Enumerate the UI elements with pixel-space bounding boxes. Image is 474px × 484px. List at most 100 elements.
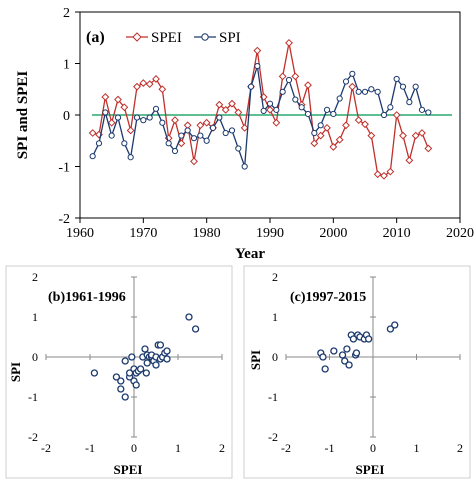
scatter-point-c (341, 357, 349, 365)
scatter-point-b (117, 385, 125, 393)
spei-point (335, 135, 344, 144)
axes-a: 1960 1970 1980 1990 2000 2010 2020 -2 -1 0 1 2 (58, 6, 474, 241)
scatter-point-c (349, 335, 358, 343)
spi-point (146, 114, 153, 121)
spi-point (304, 110, 312, 118)
spei-point (405, 156, 414, 165)
spi-point (374, 88, 381, 95)
scatter-panel-c: -2 -1 0 1 2 -2 -1 0 1 2 (c)1997-2015 SPEI SPI (243, 265, 471, 479)
x-tick-label-a: 1990 (256, 226, 284, 241)
spi-point (393, 75, 400, 83)
spi-point (406, 99, 413, 106)
spi-point (171, 147, 179, 155)
spi-point (165, 140, 172, 147)
spei-point (133, 82, 141, 91)
scatter-point-b (136, 365, 145, 373)
x-tick-label-c: 2 (457, 441, 463, 455)
spei-point (171, 116, 179, 125)
spi-point (184, 127, 191, 134)
spei-point (202, 118, 211, 127)
x-tick-label-b: -2 (41, 441, 51, 455)
spi-point (412, 83, 419, 90)
y-axis-title-c: SPI (248, 350, 263, 370)
x-tick-label-b: 1 (175, 441, 181, 455)
spei-point (240, 123, 249, 132)
scatter-point-c (352, 349, 361, 357)
spei-point (354, 116, 363, 125)
y-tick-label-c: -2 (268, 430, 278, 444)
scatter-point-c (345, 361, 353, 369)
spei-point (361, 120, 369, 129)
y-axis-title-a: SPI and SPEI (15, 71, 31, 160)
spi-point (133, 114, 141, 121)
scatter-point-c (391, 321, 399, 329)
spei-point (88, 129, 97, 137)
spi-point (178, 132, 185, 139)
x-axis-title-b: SPEI (114, 462, 143, 477)
spei-point (348, 82, 357, 91)
spi-point (266, 100, 274, 107)
y-tick-label-c: -1 (268, 390, 278, 404)
spi-point (317, 122, 324, 129)
spei-point (266, 105, 274, 114)
spi-point (95, 140, 103, 147)
spi-point (425, 109, 432, 116)
spi-point (203, 137, 210, 144)
spei-point (114, 95, 122, 104)
spei-point (120, 103, 129, 112)
spi-point (247, 83, 255, 90)
scatter-point-b (163, 355, 171, 363)
spi-point (342, 78, 350, 85)
axes-c: -2 -1 0 1 2 -2 -1 0 1 2 (268, 270, 463, 455)
spei-point (291, 72, 300, 81)
spi-point (418, 106, 426, 113)
points-group-c (317, 321, 399, 373)
spei-point (342, 121, 350, 130)
spi-point (260, 107, 267, 114)
legend-a: SPEI SPI (126, 30, 241, 46)
panel-frame-b (5, 265, 233, 479)
x-tick-label-c: -1 (325, 441, 335, 455)
spi-point (298, 104, 305, 111)
x-tick-label-b: 2 (219, 441, 225, 455)
scatter-point-b (121, 393, 129, 401)
y-tick-label-a: 0 (63, 109, 70, 124)
spei-point (367, 131, 376, 140)
spei-point (234, 108, 243, 117)
scatter-point-c (321, 365, 329, 373)
spi-point (285, 76, 293, 84)
spi-point (121, 140, 128, 147)
x-tick-label-b: -1 (85, 441, 95, 455)
spi-point (349, 70, 356, 77)
y-tick-label-c: 1 (272, 310, 278, 324)
x-axis-title-a: Year (235, 246, 265, 262)
spei-point (145, 80, 154, 89)
spi-point (127, 154, 134, 161)
spei-point (386, 167, 395, 176)
spei-point (228, 99, 236, 108)
scatter-point-c (386, 325, 395, 333)
spi-point (399, 83, 407, 90)
scatter-point-b (121, 357, 129, 365)
spei-point (323, 123, 331, 132)
legend-spi-label: SPI (219, 30, 241, 46)
spei-point (196, 121, 205, 130)
spi-point (190, 135, 198, 142)
legend-spi-marker (201, 33, 209, 41)
spi-point (336, 95, 343, 102)
panel-frame-c (243, 265, 471, 479)
spi-point (108, 132, 115, 139)
spi-point (361, 88, 369, 95)
scatter-point-c (364, 335, 373, 343)
spi-point (387, 104, 394, 111)
x-tick-label-a: 2020 (446, 226, 474, 241)
y-tick-label-a: 1 (63, 58, 70, 73)
spei-point (215, 100, 224, 109)
spei-point (152, 75, 160, 83)
spei-point (424, 144, 433, 153)
spi-point (330, 110, 337, 118)
x-tick-label-c: 0 (370, 441, 376, 455)
spi-point (102, 109, 109, 116)
spi-point (279, 88, 286, 95)
spi-point (241, 163, 248, 170)
